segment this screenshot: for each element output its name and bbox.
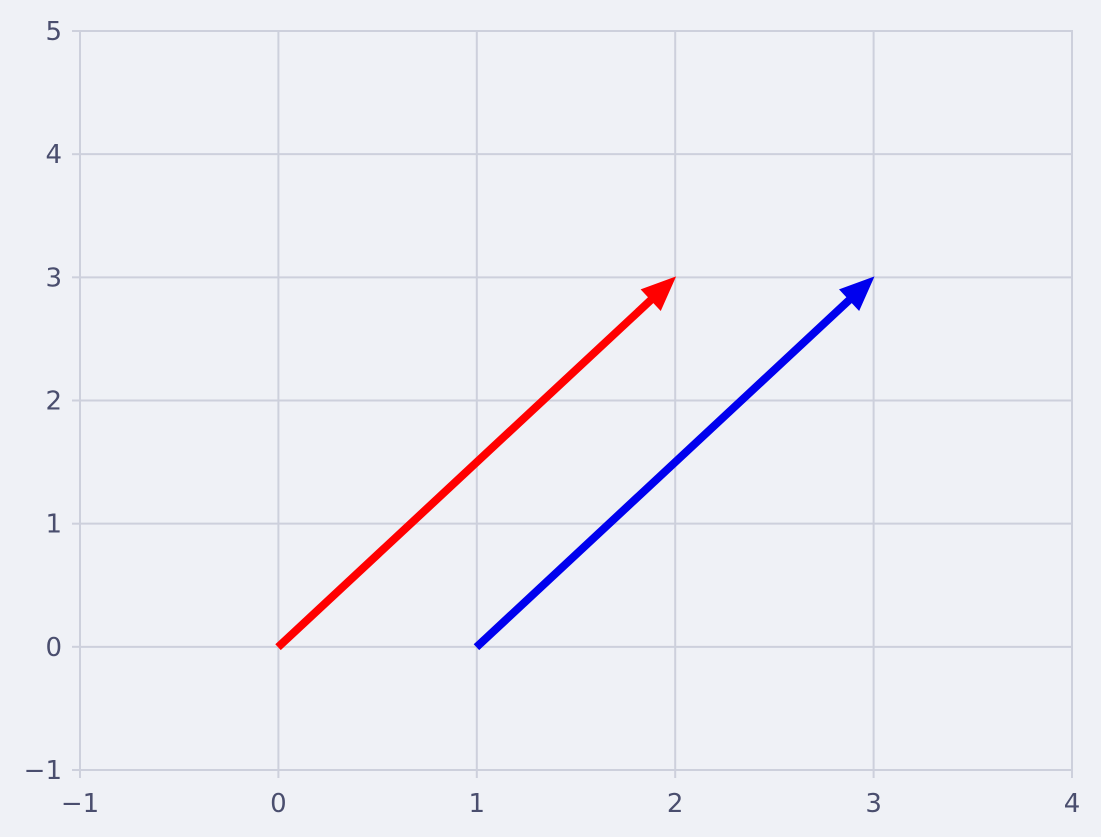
y-tick-label: 0 (45, 633, 62, 663)
x-tick-labels: −1 0 1 2 3 4 (61, 789, 1080, 819)
x-tick-label: 3 (865, 789, 882, 819)
y-tick-label: 4 (45, 140, 62, 170)
tick-marks (72, 30, 1073, 778)
x-tick-label: 1 (469, 789, 486, 819)
vectors (275, 276, 875, 651)
y-tick-label: 2 (45, 387, 62, 417)
y-tick-label: 1 (45, 510, 62, 540)
y-tick-label: −1 (24, 756, 62, 786)
x-tick-label: 2 (667, 789, 684, 819)
x-tick-label: −1 (61, 789, 99, 819)
y-tick-label: 3 (45, 263, 62, 293)
y-tick-label: 5 (45, 17, 62, 47)
y-tick-labels: −1 0 1 2 3 4 5 (24, 17, 62, 786)
x-tick-label: 0 (270, 789, 287, 819)
vector-arrow-1 (275, 276, 677, 651)
vector-arrow-2 (473, 276, 875, 651)
x-tick-label: 4 (1064, 789, 1081, 819)
